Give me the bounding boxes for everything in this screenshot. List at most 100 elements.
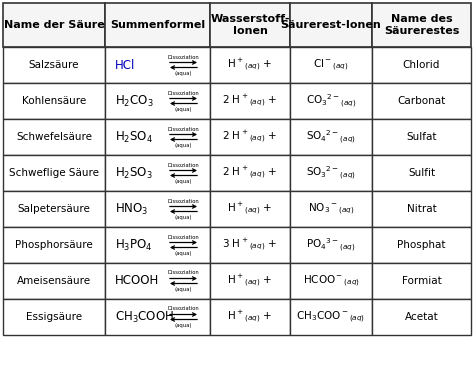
Bar — [3, 83, 105, 119]
Bar — [372, 3, 471, 47]
Bar — [290, 83, 372, 119]
Text: 2 H$^+$$_{(aq)}$ +: 2 H$^+$$_{(aq)}$ + — [222, 93, 278, 109]
Text: Phosphat: Phosphat — [397, 240, 446, 250]
Text: H$_2$SO$_4$: H$_2$SO$_4$ — [115, 129, 153, 144]
Text: HCOOH: HCOOH — [115, 275, 159, 288]
Bar — [3, 3, 105, 47]
Text: Chlorid: Chlorid — [403, 60, 440, 70]
Text: Summenformel: Summenformel — [110, 20, 205, 30]
Text: Kohlensäure: Kohlensäure — [22, 96, 86, 106]
Bar — [290, 47, 372, 83]
Text: HCl: HCl — [115, 58, 136, 71]
Bar — [210, 263, 290, 299]
Text: Acetat: Acetat — [405, 312, 438, 322]
Text: H$^+$$_{(aq)}$ +: H$^+$$_{(aq)}$ + — [227, 309, 273, 325]
Text: 3 H$^+$$_{(aq)}$ +: 3 H$^+$$_{(aq)}$ + — [222, 237, 278, 253]
Bar — [372, 83, 471, 119]
Text: Phosphorsäure: Phosphorsäure — [15, 240, 93, 250]
Text: Dissoziation: Dissoziation — [168, 234, 200, 239]
Bar — [372, 299, 471, 335]
Text: Dissoziation: Dissoziation — [168, 162, 200, 168]
Bar — [372, 191, 471, 227]
Text: Name des
Säurerestes: Name des Säurerestes — [384, 14, 459, 36]
Bar — [105, 47, 210, 83]
Text: 2 H$^+$$_{(aq)}$ +: 2 H$^+$$_{(aq)}$ + — [222, 129, 278, 145]
Text: CO$_3$$^{2-}$$_{(aq)}$: CO$_3$$^{2-}$$_{(aq)}$ — [306, 92, 356, 110]
Text: Carbonat: Carbonat — [397, 96, 446, 106]
Text: H$_2$CO$_3$: H$_2$CO$_3$ — [115, 94, 154, 108]
Text: Cl$^-$$_{(aq)}$: Cl$^-$$_{(aq)}$ — [313, 57, 349, 73]
Text: Name der Säure: Name der Säure — [4, 20, 104, 30]
Text: (aqua): (aqua) — [175, 71, 192, 76]
Text: (aqua): (aqua) — [175, 251, 192, 255]
Bar — [105, 191, 210, 227]
Bar — [290, 227, 372, 263]
Text: Salpetersäure: Salpetersäure — [18, 204, 91, 214]
Text: H$^+$$_{(aq)}$ +: H$^+$$_{(aq)}$ + — [227, 201, 273, 217]
Bar — [105, 119, 210, 155]
Text: (aqua): (aqua) — [175, 322, 192, 328]
Bar — [105, 263, 210, 299]
Bar — [372, 227, 471, 263]
Text: Sulfit: Sulfit — [408, 168, 435, 178]
Bar — [290, 119, 372, 155]
Text: Dissoziation: Dissoziation — [168, 91, 200, 95]
Text: Formiat: Formiat — [401, 276, 441, 286]
Bar — [3, 119, 105, 155]
Text: Sulfat: Sulfat — [406, 132, 437, 142]
Bar — [210, 227, 290, 263]
Text: H$^+$$_{(aq)}$ +: H$^+$$_{(aq)}$ + — [227, 273, 273, 289]
Bar — [105, 3, 210, 47]
Bar — [210, 3, 290, 47]
Text: PO$_4$$^{3-}$$_{(aq)}$: PO$_4$$^{3-}$$_{(aq)}$ — [306, 236, 356, 254]
Bar — [372, 47, 471, 83]
Bar — [210, 83, 290, 119]
Bar — [372, 119, 471, 155]
Text: SO$_3$$^{2-}$$_{(aq)}$: SO$_3$$^{2-}$$_{(aq)}$ — [306, 165, 356, 182]
Bar — [290, 191, 372, 227]
Text: Dissoziation: Dissoziation — [168, 307, 200, 312]
Text: H$_2$SO$_3$: H$_2$SO$_3$ — [115, 165, 153, 181]
Text: Schwefelsäure: Schwefelsäure — [16, 132, 92, 142]
Text: H$_3$PO$_4$: H$_3$PO$_4$ — [115, 237, 153, 252]
Text: Essigsäure: Essigsäure — [26, 312, 82, 322]
Bar — [290, 263, 372, 299]
Bar — [210, 119, 290, 155]
Bar — [290, 299, 372, 335]
Text: H$^+$$_{(aq)}$ +: H$^+$$_{(aq)}$ + — [227, 57, 273, 73]
Text: (aqua): (aqua) — [175, 286, 192, 291]
Text: 2 H$^+$$_{(aq)}$ +: 2 H$^+$$_{(aq)}$ + — [222, 165, 278, 181]
Bar — [3, 191, 105, 227]
Bar — [372, 263, 471, 299]
Bar — [290, 155, 372, 191]
Bar — [3, 47, 105, 83]
Text: (aqua): (aqua) — [175, 178, 192, 184]
Bar — [210, 155, 290, 191]
Text: Wasserstoff-
Ionen: Wasserstoff- Ionen — [210, 14, 290, 36]
Bar — [105, 83, 210, 119]
Bar — [105, 155, 210, 191]
Text: SO$_4$$^{2-}$$_{(aq)}$: SO$_4$$^{2-}$$_{(aq)}$ — [306, 128, 356, 145]
Bar — [105, 227, 210, 263]
Bar — [3, 263, 105, 299]
Bar — [210, 299, 290, 335]
Text: (aqua): (aqua) — [175, 142, 192, 147]
Text: CH$_3$COOH: CH$_3$COOH — [115, 309, 174, 325]
Text: Schweflige Säure: Schweflige Säure — [9, 168, 99, 178]
Text: CH$_3$COO$^-$$_{(aq)}$: CH$_3$COO$^-$$_{(aq)}$ — [296, 309, 365, 325]
Text: Dissoziation: Dissoziation — [168, 55, 200, 59]
Text: HCOO$^-$$_{(aq)}$: HCOO$^-$$_{(aq)}$ — [302, 273, 359, 289]
Bar — [290, 3, 372, 47]
Text: Säurerest-Ionen: Säurerest-Ionen — [281, 20, 382, 30]
Text: Salzsäure: Salzsäure — [29, 60, 79, 70]
Bar — [3, 227, 105, 263]
Bar — [210, 47, 290, 83]
Text: NO$_3$$^-$$_{(aq)}$: NO$_3$$^-$$_{(aq)}$ — [308, 201, 354, 217]
Text: Dissoziation: Dissoziation — [168, 126, 200, 132]
Text: (aqua): (aqua) — [175, 107, 192, 111]
Bar — [3, 155, 105, 191]
Text: HNO$_3$: HNO$_3$ — [115, 202, 148, 217]
Text: Nitrat: Nitrat — [407, 204, 437, 214]
Bar — [105, 299, 210, 335]
Text: Ameisensäure: Ameisensäure — [17, 276, 91, 286]
